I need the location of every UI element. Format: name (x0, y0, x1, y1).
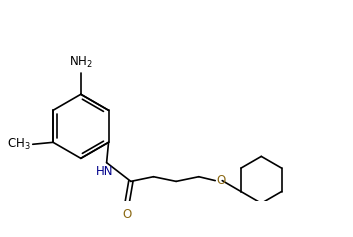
Text: CH$_3$: CH$_3$ (7, 137, 30, 152)
Text: HN: HN (96, 165, 113, 178)
Text: O: O (217, 174, 226, 187)
Text: O: O (122, 208, 132, 221)
Text: NH$_2$: NH$_2$ (69, 55, 93, 70)
